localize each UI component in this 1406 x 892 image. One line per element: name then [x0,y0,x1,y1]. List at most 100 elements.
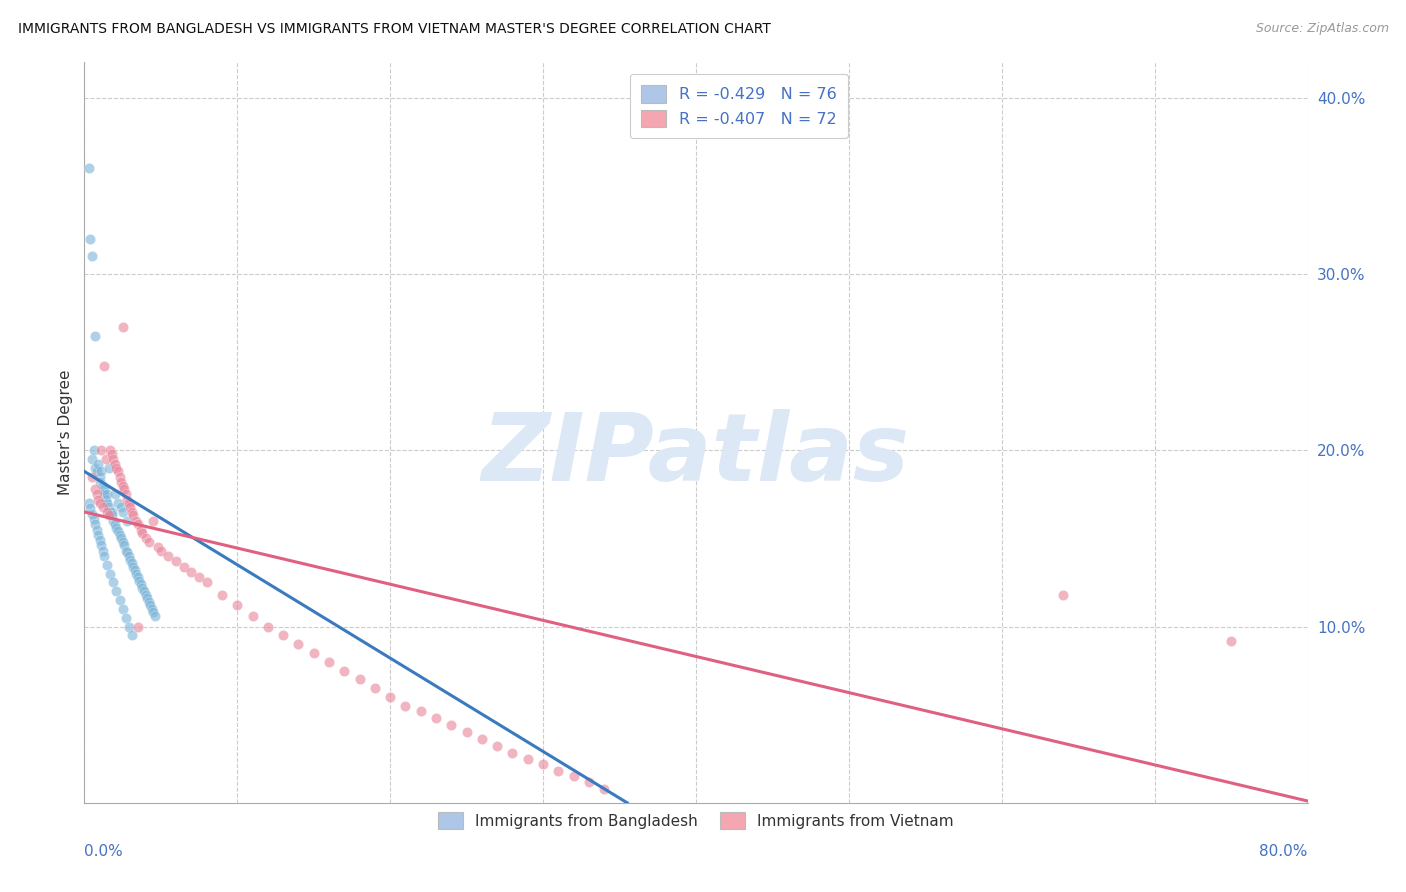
Point [105,584,128,599]
Point [104,458,127,472]
Point [118,496,141,510]
Point [271,628,294,642]
Point [84,517,107,532]
Point [531,757,554,772]
Point [96,558,118,572]
Point [114,487,136,501]
Point [562,769,585,783]
Point [121,505,143,519]
Point [80,249,103,263]
Point [188,570,211,584]
Point [79,232,101,246]
Point [115,545,138,559]
Text: 80.0%: 80.0% [1260,844,1308,858]
Point [115,492,138,507]
Point [135,588,157,602]
Point [89,475,111,489]
Point [101,505,124,519]
Point [425,711,447,725]
Point [127,517,149,532]
Point [127,570,149,584]
Point [131,526,153,541]
Point [120,500,142,514]
Point [96,496,118,510]
Point [578,774,600,789]
Point [471,732,494,747]
Point [128,574,150,588]
Point [77,161,100,176]
Point [409,704,432,718]
Point [87,492,110,507]
Point [107,496,129,510]
Point [103,514,125,528]
Point [349,673,371,687]
Point [89,533,111,548]
Point [93,487,115,501]
Point [486,739,509,754]
Point [1220,633,1243,648]
Point [84,482,107,496]
Point [287,637,309,651]
Point [98,505,121,519]
Point [93,482,115,496]
Point [440,718,463,732]
Point [226,599,249,613]
Point [108,469,131,483]
Point [101,508,124,523]
Point [105,461,128,475]
Point [364,681,387,696]
Point [547,764,569,778]
Point [125,514,148,528]
Point [115,514,138,528]
Point [87,528,110,542]
Point [143,609,166,624]
Point [120,552,142,566]
Point [110,532,132,546]
Point [114,543,136,558]
Point [112,482,135,496]
Point [131,581,153,595]
Point [94,492,117,507]
Point [93,359,115,373]
Point [173,559,195,574]
Point [111,602,134,616]
Point [97,500,120,514]
Point [129,577,152,591]
Point [86,464,108,478]
Point [138,535,160,549]
Point [89,496,111,510]
Point [111,319,134,334]
Point [77,496,100,510]
Point [118,619,141,633]
Point [111,505,134,519]
Point [87,458,110,472]
Point [86,487,108,501]
Point [91,543,114,558]
Point [121,556,143,570]
Point [138,595,160,609]
Text: ZIPatlas: ZIPatlas [482,409,910,500]
Point [129,523,152,537]
Point [142,606,165,620]
Point [105,521,128,535]
Point [97,461,120,475]
Point [83,443,105,458]
Point [83,512,105,526]
Point [1052,588,1074,602]
Legend: Immigrants from Bangladesh, Immigrants from Vietnam: Immigrants from Bangladesh, Immigrants f… [427,802,965,839]
Point [96,487,118,501]
Point [127,619,149,633]
Point [114,610,136,624]
Point [516,752,538,766]
Point [110,500,132,514]
Point [110,475,132,489]
Point [91,500,114,514]
Point [98,443,121,458]
Point [141,602,163,616]
Point [121,628,143,642]
Point [98,566,121,581]
Point [112,538,135,552]
Point [180,565,202,579]
Point [107,524,129,539]
Point [124,563,146,577]
